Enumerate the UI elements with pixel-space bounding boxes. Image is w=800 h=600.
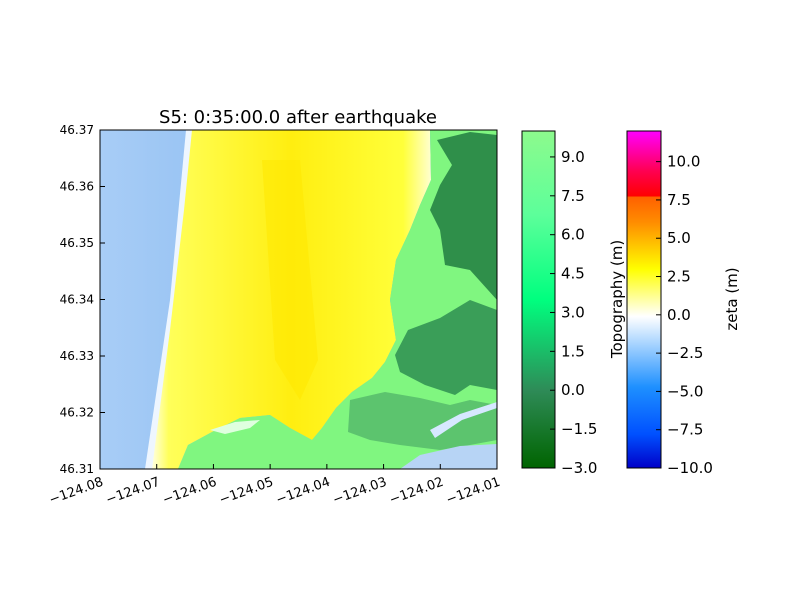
colorbar-tick-label: 5.0 [667,229,691,247]
colorbar-tick-label: 10.0 [667,153,700,171]
colorbar-tick-label: 1.5 [561,342,585,360]
x-tick-label: −124.06 [161,475,219,508]
topography-colorbar-gradient [521,130,556,469]
topography-colorbar: −3.0 −1.5 0.0 1.5 3.0 4.5 6.0 7.5 9.0 Topography… [521,130,626,477]
x-tick-label: −124.05 [217,475,275,508]
colorbar-tick-label: 3.0 [561,303,585,321]
colorbar-tick-label: 2.5 [667,268,691,286]
x-tick-label: −124.04 [274,475,332,508]
colorbar-tick-label: −2.5 [667,344,703,362]
colorbar-tick-label: −3.0 [561,459,597,477]
zeta-colorbar: −10.0 −7.5 −5.0 −2.5 0.0 2.5 5.0 7.5 10.0 zeta (… [626,130,741,477]
x-tick-label: −124.03 [331,475,389,508]
chart-title: S5: 0:35:00.0 after earthquake [159,107,437,128]
y-tick-label: 46.35 [60,236,94,250]
lowland-region [348,392,497,450]
inlet-water [210,420,260,434]
colorbar-tick-label: 0.0 [561,381,585,399]
x-tick-label: −124.07 [104,475,162,508]
land-region [178,130,497,469]
x-tick-label: −124.01 [444,475,502,508]
colorbar-tick-label: 9.0 [561,148,585,166]
y-tick-label: 46.34 [60,293,94,307]
colorbar-tick-label: −10.0 [667,459,713,477]
y-tick-label: 46.33 [60,349,94,363]
estuary-water [400,444,497,469]
y-tick-label: 46.31 [60,462,94,476]
x-axis: −124.08−124.07−124.06−124.05−124.04−124.… [47,464,502,508]
x-tick-label: −124.02 [388,475,446,508]
map-area [100,130,497,469]
colorbar-tick-label: 7.5 [561,187,585,205]
lowland-region [395,300,497,395]
colorbar-tick-label: −7.5 [667,421,703,439]
colorbar-tick-label: 4.5 [561,265,585,283]
y-axis: 46.31 46.32 46.33 46.34 46.35 46.36 46.37 [60,123,105,476]
x-tick-label: −124.08 [47,475,105,508]
zeta-colorbar-gradient [626,130,662,469]
zeta-colorbar-label: zeta (m) [723,267,741,330]
colorbar-tick-label: 6.0 [561,226,585,244]
river-channel [430,402,497,438]
colorbar-tick-label: −1.5 [561,420,597,438]
topography-colorbar-label: Topography (m) [608,240,626,359]
colorbar-tick-label: 7.5 [667,191,691,209]
colorbar-tick-label: 0.0 [667,306,691,324]
colorbar-tick-label: −5.0 [667,382,703,400]
y-tick-label: 46.32 [60,406,94,420]
y-tick-label: 46.36 [60,180,94,194]
y-tick-label: 46.37 [60,123,94,137]
inundation-streak [262,160,318,400]
lowland-region [430,132,497,300]
